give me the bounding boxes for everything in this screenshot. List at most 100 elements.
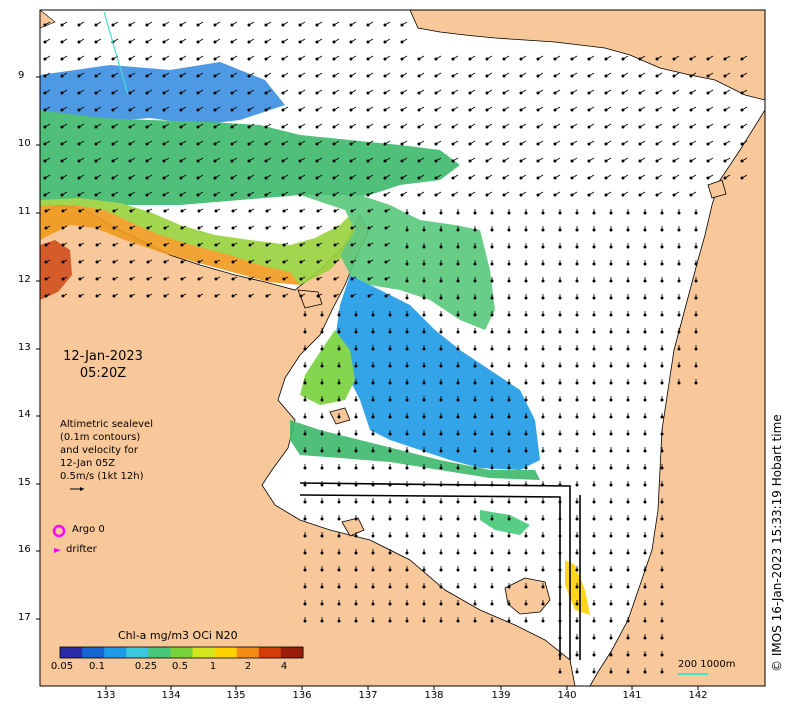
velocity-arrow-head	[626, 415, 630, 419]
velocity-arrow-head	[422, 619, 426, 623]
velocity-arrow-head	[643, 313, 647, 317]
velocity-arrow-head	[94, 193, 98, 197]
velocity-arrow-head	[213, 176, 217, 180]
velocity-arrow-head	[468, 176, 472, 180]
velocity-arrow-head	[541, 398, 545, 402]
velocity-arrow-head	[723, 74, 727, 78]
velocity-arrow-head	[638, 176, 642, 180]
velocity-arrow-head	[265, 226, 269, 230]
velocity-arrow-head	[507, 500, 511, 504]
velocity-arrow-head	[332, 40, 336, 44]
velocity-arrow-head	[179, 142, 183, 146]
velocity-arrow-head	[298, 142, 302, 146]
velocity-arrow-head	[694, 245, 698, 249]
velocity-arrows	[43, 21, 748, 674]
velocity-arrow-head	[439, 381, 443, 385]
x-tick-135: 135	[226, 690, 246, 701]
velocity-arrow-head	[524, 602, 528, 606]
velocity-arrow-head	[214, 226, 218, 230]
velocity-arrow-head	[626, 432, 630, 436]
velocity-arrow-head	[485, 57, 489, 61]
x-tick-141: 141	[622, 690, 642, 701]
colorbar-segment	[104, 647, 127, 658]
velocity-arrow-head	[61, 243, 65, 247]
velocity-arrow-head	[490, 602, 494, 606]
velocity-arrow-head	[405, 228, 409, 232]
velocity-arrow-head	[337, 381, 341, 385]
velocity-arrow-head	[609, 619, 613, 623]
velocity-arrow-head	[456, 551, 460, 555]
velocity-arrow-head	[367, 294, 371, 298]
colorbar-segment	[126, 647, 149, 658]
velocity-arrow-head	[180, 277, 184, 281]
velocity-arrow-head	[439, 602, 443, 606]
velocity-arrow-head	[604, 125, 608, 129]
velocity-arrow-head	[196, 176, 200, 180]
velocity-arrow-head	[333, 277, 337, 281]
velocity-arrow-head	[60, 125, 64, 129]
velocity-arrow-head	[77, 74, 81, 78]
velocity-arrow-head	[400, 176, 404, 180]
velocity-arrow-head	[541, 619, 545, 623]
velocity-arrow-head	[694, 347, 698, 351]
velocity-arrow-head	[575, 568, 579, 572]
velocity-arrow-head	[558, 466, 562, 470]
velocity-arrow-head	[473, 466, 477, 470]
velocity-arrow-head	[502, 142, 506, 146]
velocity-arrow-head	[677, 313, 681, 317]
velocity-arrow-head	[214, 294, 218, 298]
velocity-arrow-head	[422, 602, 426, 606]
velocity-arrow-head	[405, 398, 409, 402]
velocity-arrow-head	[660, 330, 664, 334]
velocity-arrow-head	[333, 243, 337, 247]
velocity-arrow-head	[320, 534, 324, 538]
velocity-arrow-head	[371, 398, 375, 402]
velocity-arrow-head	[303, 398, 307, 402]
velocity-arrow-head	[626, 245, 630, 249]
velocity-arrow-head	[354, 517, 358, 521]
x-tick-142: 142	[688, 690, 708, 701]
velocity-arrow-head	[524, 500, 528, 504]
velocity-arrow-head	[655, 142, 659, 146]
velocity-arrow-head	[643, 330, 647, 334]
velocity-arrow-head	[320, 466, 324, 470]
velocity-arrow-head	[422, 398, 426, 402]
velocity-arrow-head	[689, 159, 693, 163]
velocity-arrow-head	[694, 313, 698, 317]
credit-text: © IMOS 16-Jan-2023 15:33:19 Hobart time	[770, 414, 784, 672]
velocity-arrow-head	[422, 296, 426, 300]
velocity-arrow-head	[694, 262, 698, 266]
velocity-arrow-head	[626, 551, 630, 555]
velocity-arrow-head	[473, 398, 477, 402]
velocity-arrow-head	[524, 551, 528, 555]
velocity-arrow-head	[553, 176, 557, 180]
velocity-arrow-head	[417, 125, 421, 129]
velocity-arrow-head	[638, 125, 642, 129]
velocity-arrow-head	[558, 381, 562, 385]
velocity-arrow-head	[298, 23, 302, 27]
velocity-arrow-head	[112, 209, 116, 213]
velocity-arrow-head	[575, 262, 579, 266]
velocity-arrow-head	[740, 125, 744, 129]
velocity-arrow-head	[354, 449, 358, 453]
velocity-arrow-head	[490, 449, 494, 453]
velocity-arrow-head	[43, 40, 47, 44]
velocity-arrow-head	[473, 211, 477, 215]
velocity-arrow-head	[490, 313, 494, 317]
velocity-arrow-head	[502, 125, 506, 129]
velocity-arrow-head	[265, 260, 269, 264]
velocity-arrow-head	[706, 125, 710, 129]
velocity-arrow-head	[643, 670, 647, 674]
velocity-arrow-head	[281, 176, 285, 180]
velocity-arrow-head	[672, 159, 676, 163]
velocity-arrow-head	[456, 330, 460, 334]
velocity-arrow-head	[519, 108, 523, 112]
velocity-arrow-head	[214, 260, 218, 264]
velocity-arrow-head	[146, 260, 150, 264]
velocity-arrow-head	[384, 277, 388, 281]
velocity-arrow-head	[303, 517, 307, 521]
velocity-arrow-head	[367, 226, 371, 230]
velocity-arrow-head	[282, 260, 286, 264]
velocity-arrow-head	[371, 568, 375, 572]
velocity-arrow-head	[592, 585, 596, 589]
